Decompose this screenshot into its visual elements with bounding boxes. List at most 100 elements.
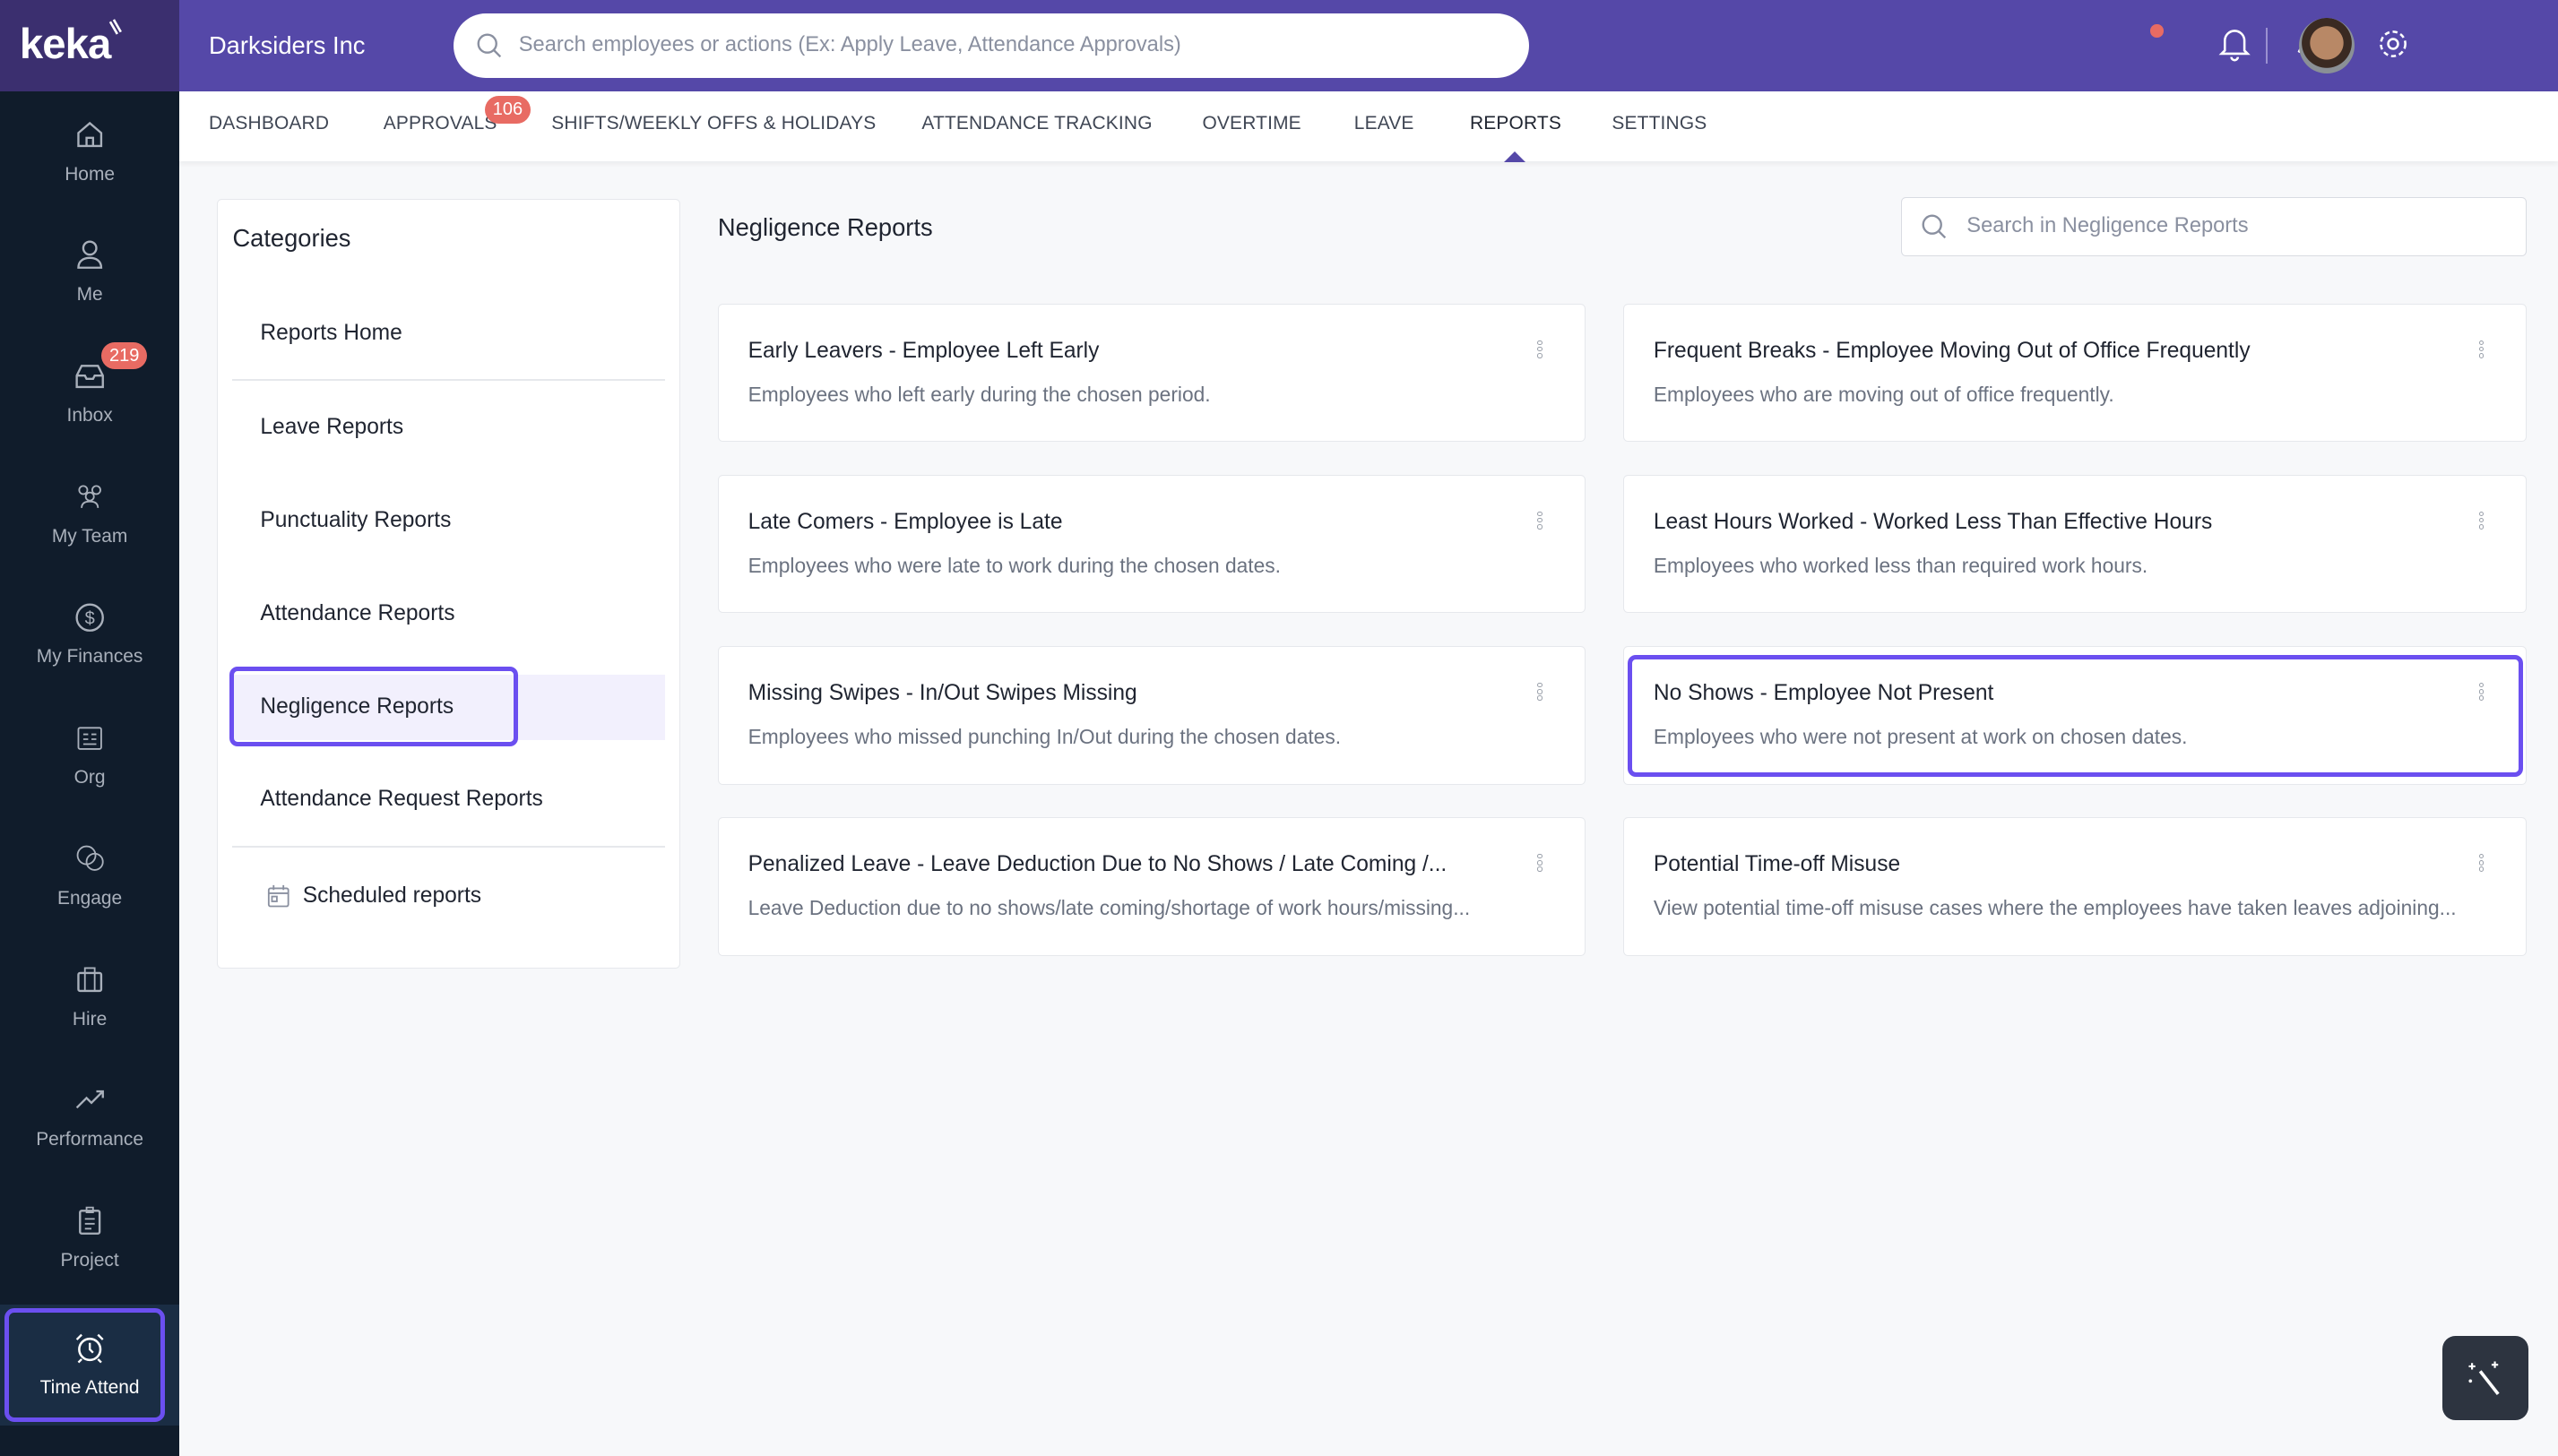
inbox-badge: 219 (100, 342, 148, 370)
tab-dashboard[interactable]: DASHBOARD (208, 112, 330, 134)
tab-bar: DASHBOARD APPROVALS 106 SHIFTS/WEEKLY OF… (179, 90, 2558, 164)
kebab-menu-icon[interactable] (2478, 682, 2485, 702)
top-bar: Darksiders Inc Search employees or actio… (179, 0, 2558, 91)
report-card-description: Employees who are moving out of office f… (1653, 382, 2114, 406)
category-punctuality-reports[interactable]: Punctuality Reports (260, 508, 452, 533)
tab-reports[interactable]: REPORTS (1469, 112, 1562, 164)
sidebar-item-org[interactable]: Org (0, 694, 179, 815)
report-card-description: Employees who missed punching In/Out dur… (748, 725, 1342, 749)
report-card-description: Employees who were late to work during t… (748, 554, 1281, 578)
sidebar-item-engage[interactable]: Engage (0, 815, 179, 936)
tab-settings[interactable]: SETTINGS (1612, 112, 1707, 134)
kebab-menu-icon[interactable] (1537, 340, 1543, 360)
home-icon (77, 121, 103, 147)
category-scheduled-reports[interactable]: Scheduled reports (302, 883, 482, 908)
sidebar-item-me[interactable]: Me (0, 212, 179, 333)
tab-leave[interactable]: LEAVE (1353, 112, 1414, 134)
sidebar-item-time-attend[interactable]: Time Attend (0, 1305, 180, 1426)
global-search-input[interactable]: Search employees or actions (Ex: Apply L… (454, 13, 1529, 79)
categories-title: Categories (232, 224, 351, 253)
tab-attendance-tracking[interactable]: ATTENDANCE TRACKING (921, 112, 1153, 134)
search-icon (1922, 214, 1947, 239)
sidebar-item-my-finances[interactable]: $ My Finances (0, 574, 179, 695)
page-title: Negligence Reports (717, 213, 933, 242)
report-card-description: Leave Deduction due to no shows/late com… (748, 896, 1471, 920)
categories-panel: Categories Reports Home Leave Reports Pu… (217, 199, 680, 969)
gear-icon[interactable] (2375, 26, 2411, 62)
trend-icon (75, 1090, 104, 1109)
kebab-menu-icon[interactable] (1537, 511, 1543, 531)
sidebar-item-performance[interactable]: Performance (0, 1056, 179, 1177)
report-card-description: Employees who were not present at work o… (1653, 725, 2188, 749)
sidebar-item-project[interactable]: Project (0, 1177, 179, 1298)
report-card-title: Early Leavers - Employee Left Early (748, 338, 1100, 363)
briefcase-icon (77, 967, 103, 992)
bell-icon[interactable] (2218, 26, 2251, 62)
search-icon (478, 33, 502, 58)
sidebar-item-hire[interactable]: Hire (0, 936, 179, 1057)
logo-text: keka (19, 20, 112, 68)
svg-text:$: $ (85, 608, 95, 628)
search-placeholder: Search employees or actions (Ex: Apply L… (518, 33, 1181, 57)
sidebar-item-label: Org (73, 767, 106, 788)
report-card[interactable]: Early Leavers - Employee Left Early Emplo… (717, 303, 1586, 443)
tab-approvals[interactable]: APPROVALS (383, 112, 497, 134)
sidebar: Home Me Inbox 219 My Team $ My Finances Org Enga… (0, 90, 180, 1456)
tab-shifts[interactable]: SHIFTS/WEEKLY OFFS & HOLIDAYS (551, 112, 877, 134)
report-card[interactable]: No Shows - Employee Not Present Employees… (1623, 645, 2528, 785)
report-card[interactable]: Potential Time-off Misuse View potential … (1623, 816, 2528, 956)
kebab-menu-icon[interactable] (1537, 853, 1543, 874)
report-card[interactable]: Frequent Breaks - Employee Moving Out of… (1623, 303, 2528, 443)
report-card-title: Least Hours Worked - Worked Less Than Ef… (1653, 509, 2213, 534)
kebab-menu-icon[interactable] (2478, 853, 2485, 874)
report-card-title: Frequent Breaks - Employee Moving Out of… (1653, 338, 2251, 363)
sidebar-item-home[interactable]: Home (0, 91, 179, 212)
report-card-description: Employees who left early during the chos… (748, 382, 1211, 406)
approvals-badge: 106 (484, 96, 531, 124)
tab-overtime[interactable]: OVERTIME (1202, 112, 1301, 134)
search-placeholder: Search in Negligence Reports (1966, 214, 2249, 238)
sidebar-item-label: Project (60, 1249, 119, 1271)
category-negligence-reports[interactable]: Negligence Reports (260, 694, 454, 719)
category-reports-home[interactable]: Reports Home (260, 320, 402, 345)
kebab-menu-icon[interactable] (2478, 511, 2485, 531)
alarm-clock-icon (75, 1333, 104, 1364)
sidebar-item-inbox[interactable]: Inbox 219 (0, 332, 179, 453)
avatar[interactable] (2298, 18, 2355, 73)
org-icon (77, 727, 102, 751)
sidebar-item-label: Home (65, 163, 116, 185)
engage-icon (76, 845, 104, 871)
divider (232, 379, 665, 382)
report-card-description: Employees who worked less than required … (1653, 554, 2148, 578)
selection-highlight (229, 666, 518, 746)
divider (232, 845, 665, 848)
inbox-icon (75, 365, 104, 389)
category-leave-reports[interactable]: Leave Reports (260, 415, 404, 440)
calendar-icon (267, 884, 290, 908)
report-card[interactable]: Missing Swipes - In/Out Swipes Missing Em… (717, 645, 1586, 785)
magic-wand-button[interactable] (2441, 1335, 2529, 1421)
sidebar-item-label: Time Attend (39, 1376, 140, 1398)
report-card-title: No Shows - Employee Not Present (1653, 681, 1994, 706)
sidebar-item-label: My Finances (36, 646, 143, 668)
sidebar-item-my-team[interactable]: My Team (0, 453, 179, 574)
dollar-icon: $ (75, 603, 104, 632)
reports-search-input[interactable]: Search in Negligence Reports (1900, 197, 2528, 256)
sidebar-item-label: Inbox (66, 405, 113, 426)
company-name: Darksiders Inc (208, 30, 366, 59)
kebab-menu-icon[interactable] (2478, 340, 2485, 360)
report-card-title: Penalized Leave - Leave Deduction Due to… (748, 852, 1448, 877)
sidebar-item-label: My Team (51, 525, 128, 547)
report-card[interactable]: Late Comers - Employee is Late Employees … (717, 474, 1586, 614)
magic-wand-icon (2468, 1361, 2501, 1396)
report-card[interactable]: Penalized Leave - Leave Deduction Due to… (717, 816, 1586, 956)
report-card[interactable]: Least Hours Worked - Worked Less Than Ef… (1623, 474, 2528, 614)
kebab-menu-icon[interactable] (1537, 682, 1543, 702)
clipboard-icon (79, 1206, 101, 1235)
keka-logo[interactable]: keka ǁ (0, 0, 180, 91)
divider (2266, 27, 2268, 64)
report-card-title: Late Comers - Employee is Late (748, 509, 1063, 534)
category-attendance-reports[interactable]: Attendance Reports (260, 600, 455, 625)
category-attendance-request-reports[interactable]: Attendance Request Reports (260, 787, 543, 812)
notification-dot (2150, 24, 2164, 38)
